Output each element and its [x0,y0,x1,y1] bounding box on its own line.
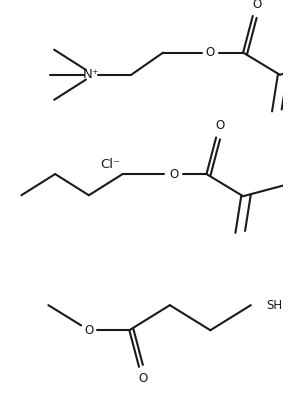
Text: O: O [138,372,147,385]
Text: O: O [169,168,178,181]
Text: O: O [84,324,94,337]
Text: N⁺: N⁺ [82,68,99,81]
Text: Cl⁻: Cl⁻ [100,158,120,171]
Text: O: O [252,0,261,11]
Text: O: O [215,119,225,132]
Text: O: O [206,46,215,59]
Text: SH: SH [266,299,282,311]
